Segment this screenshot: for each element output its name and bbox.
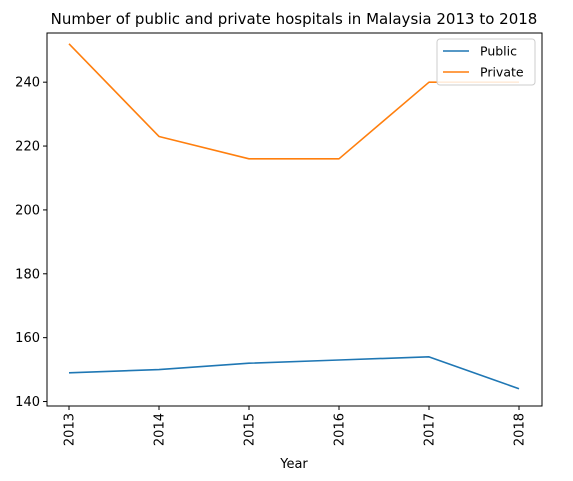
series-line-public <box>68 356 520 390</box>
plot-lines <box>68 43 520 390</box>
x-axis: 2013 2014 2015 2016 2017 2018 <box>63 406 528 446</box>
plot-area <box>46 32 543 407</box>
y-tick-label: 160 <box>15 331 40 346</box>
y-tick-label: 200 <box>15 203 40 218</box>
legend-label: Public <box>480 44 517 59</box>
x-tick-label: 2014 <box>153 413 168 446</box>
x-axis-label: Year <box>279 457 308 472</box>
legend: Public Private <box>436 38 536 86</box>
x-tick-label: 2016 <box>333 413 348 446</box>
y-tick-label: 180 <box>15 267 40 282</box>
x-tick-label: 2017 <box>423 413 438 446</box>
x-tick-label: 2015 <box>243 413 258 446</box>
chart-title: Number of public and private hospitals i… <box>51 10 538 28</box>
y-tick-label: 220 <box>15 140 40 155</box>
y-tick-label: 240 <box>15 76 40 91</box>
legend-label: Private <box>480 65 524 80</box>
y-tick-label: 140 <box>15 395 40 410</box>
x-tick-label: 2013 <box>63 413 78 446</box>
x-tick-label: 2018 <box>513 413 528 446</box>
y-axis: 140 160 180 200 220 240 <box>15 76 47 410</box>
